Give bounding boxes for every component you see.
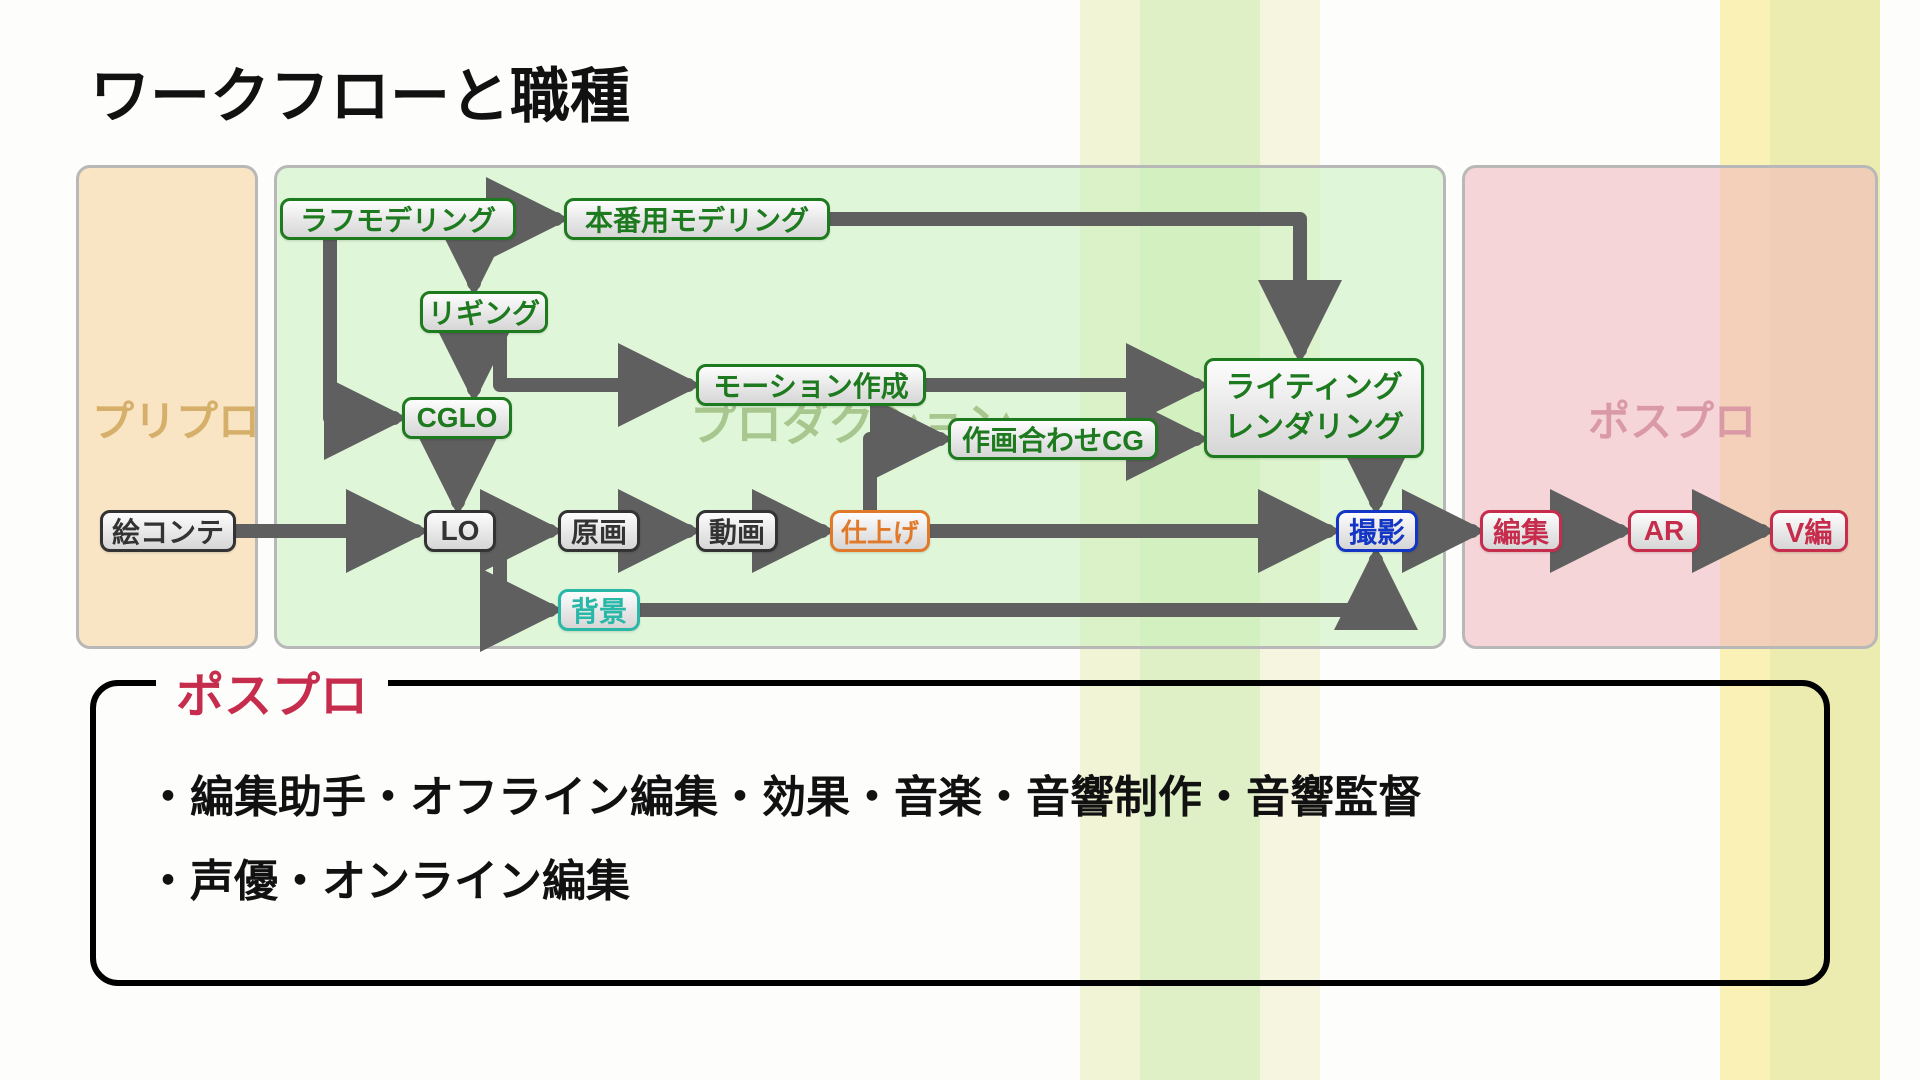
page-title: ワークフローと職種 bbox=[90, 48, 630, 135]
node-shiage: 仕上げ bbox=[830, 510, 930, 552]
node-sakuga_cg: 作画合わせCG bbox=[948, 418, 1158, 460]
node-haikei: 背景 bbox=[558, 589, 640, 631]
node-ar: AR bbox=[1628, 510, 1700, 552]
node-prod_modeling: 本番用モデリング bbox=[564, 198, 830, 240]
node-lighting: ライティング レンダリング bbox=[1204, 358, 1424, 458]
node-douga: 動画 bbox=[696, 510, 778, 552]
detail-line-0: ・編集助手・オフライン編集・効果・音楽・音響制作・音響監督 bbox=[146, 756, 1774, 840]
detail-legend: ポスプロ bbox=[156, 656, 388, 726]
node-motion: モーション作成 bbox=[696, 364, 926, 406]
phase-label-prepro: プリプロ bbox=[92, 388, 260, 449]
node-satsuei: 撮影 bbox=[1336, 510, 1418, 552]
phase-label-postpro: ポスプロ bbox=[1588, 388, 1756, 449]
node-rough_modeling: ラフモデリング bbox=[280, 198, 516, 240]
node-vhen: V編 bbox=[1770, 510, 1848, 552]
node-rigging: リギング bbox=[420, 291, 548, 333]
detail-box-postpro: ポスプロ ・編集助手・オフライン編集・効果・音楽・音響制作・音響監督・声優・オン… bbox=[90, 680, 1830, 986]
node-genga: 原画 bbox=[558, 510, 640, 552]
detail-line-1: ・声優・オンライン編集 bbox=[146, 840, 1774, 924]
node-lo: LO bbox=[424, 510, 496, 552]
node-cglo: CGLO bbox=[402, 397, 512, 439]
node-henshu: 編集 bbox=[1480, 510, 1562, 552]
node-econte: 絵コンテ bbox=[100, 510, 236, 552]
